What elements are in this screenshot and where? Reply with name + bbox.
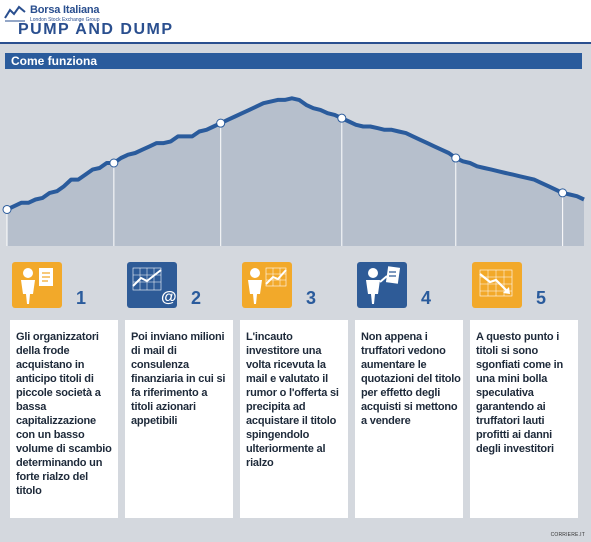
person-document-icon (12, 262, 62, 308)
step-card: L'incauto investitore una volta ricevuta… (240, 320, 348, 518)
price-line (6, 96, 585, 212)
marker-point-1 (2, 204, 12, 214)
step-number: 2 (191, 288, 202, 308)
marker-point-2 (109, 158, 119, 168)
price-chart (2, 96, 585, 246)
section-header: Come funziona (5, 53, 582, 69)
credit: CORRIERE.IT (550, 532, 585, 538)
marker-point-4 (337, 113, 347, 123)
section-title: Come funziona (11, 54, 97, 68)
step-3: 3 L'incauto investitore una volta ricevu… (240, 262, 348, 518)
step-card: Non appena i truffatori vedono aumentare… (355, 320, 463, 518)
step-text: A questo punto i titoli si sono sgonfiat… (476, 331, 564, 455)
step-number: 5 (536, 288, 547, 308)
brand-logo: Borsa Italiana London Stock Exchange Gro… (4, 2, 104, 24)
step-number: 4 (421, 288, 432, 308)
title-divider (0, 42, 591, 44)
person-selling-icon (357, 262, 407, 308)
step-number: 3 (306, 288, 317, 308)
step-4: 4 Non appena i truffatori vedono aumenta… (355, 262, 463, 518)
bull-icon (4, 5, 26, 22)
step-text: Poi inviano milioni di mail di consulenz… (131, 331, 226, 427)
marker-point-5 (451, 153, 461, 163)
price-area (7, 98, 584, 246)
step-1: 1 Gli organizzatori della frode acquista… (10, 262, 118, 518)
marker-point-3 (216, 118, 226, 128)
step-text: L'incauto investitore una volta ricevuta… (246, 331, 339, 469)
step-text: Non appena i truffatori vedono aumentare… (361, 331, 461, 427)
chart-email-icon: @ (127, 262, 177, 308)
page-title: PUMP AND DUMP (18, 21, 174, 38)
header: Borsa Italiana London Stock Exchange Gro… (0, 0, 591, 44)
step-card: A questo punto i titoli si sono sgonfiat… (470, 320, 578, 518)
falling-chart-icon (472, 262, 522, 308)
brand-subtitle: London Stock Exchange Group (30, 17, 100, 23)
step-card: Poi inviano milioni di mail di consulenz… (125, 320, 233, 518)
investor-chart-icon (242, 262, 292, 308)
step-number: 1 (76, 288, 87, 308)
step-5: 5 A questo punto i titoli si sono sgonfi… (470, 262, 578, 518)
svg-text:@: @ (161, 289, 177, 306)
brand-name: Borsa Italiana (30, 4, 100, 16)
step-2: @ 2 Poi inviano milioni di mail di consu… (125, 262, 233, 518)
step-card: Gli organizzatori della frode acquistano… (10, 320, 118, 518)
marker-point-6 (558, 188, 568, 198)
step-text: Gli organizzatori della frode acquistano… (16, 331, 112, 497)
